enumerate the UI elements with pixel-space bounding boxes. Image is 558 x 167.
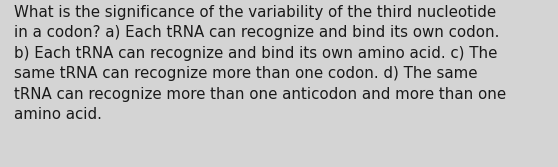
- Text: What is the significance of the variability of the third nucleotide
in a codon? : What is the significance of the variabil…: [14, 5, 506, 122]
